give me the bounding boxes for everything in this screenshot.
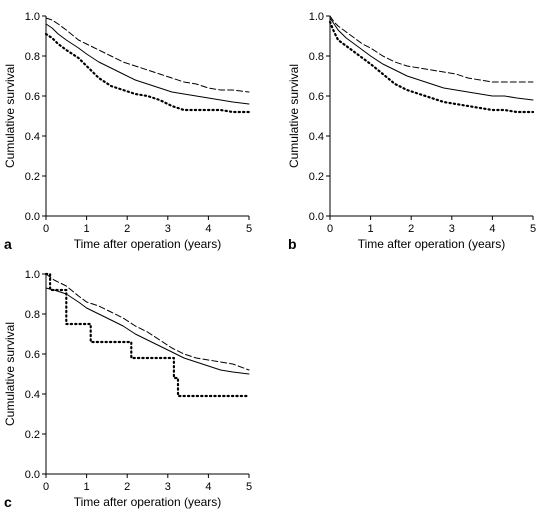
panel-label: a [4,236,12,252]
x-tick-label: 1 [84,481,90,493]
chart-panel-c: 0 1 2 3 4 5 0.0 0.2 0.4 0.6 0.8 1.0 Time after opera… [3,269,252,510]
y-axis-title: Cumulative survival [287,64,301,168]
survival-curve-dotted [44,32,251,114]
y-tick-label: 1.0 [309,11,324,23]
y-tick-label: 0.2 [25,171,40,183]
survival-curve-dotted [44,272,251,398]
y-tick-label: 0.4 [309,131,324,143]
y-tick-label: 1.0 [25,11,40,23]
x-tick-label: 5 [530,223,536,235]
survival-curve-dashed [329,15,534,83]
x-tick-label: 0 [43,223,49,235]
x-tick-label: 2 [124,223,130,235]
y-tick-label: 0.8 [309,51,324,63]
y-tick-label: 0.6 [309,91,324,103]
x-tick-label: 2 [124,481,130,493]
survival-curve-solid [45,23,250,105]
y-tick-label: 0.6 [25,349,40,361]
panel-label: c [4,494,12,510]
y-axis-title: Cumulative survival [3,322,17,426]
survival-curve-solid [45,287,250,375]
chart-panel-b: 0 1 2 3 4 5 0.0 0.2 0.4 0.6 0.8 1.0 Time after opera… [287,11,536,252]
y-axis-title: Cumulative survival [3,64,17,168]
x-tick-label: 4 [205,481,211,493]
x-axis-title: Time after operation (years) [358,237,506,251]
y-tick-label: 0.8 [25,51,40,63]
y-tick-label: 0.0 [309,211,324,223]
x-tick-label: 5 [246,223,252,235]
x-tick-label: 5 [246,481,252,493]
y-tick-label: 0.2 [309,171,324,183]
chart-panel-a: 0 1 2 3 4 5 0.0 0.2 0.4 0.6 0.8 1.0 Time after opera… [3,11,252,252]
x-tick-label: 4 [205,223,211,235]
x-tick-label: 3 [165,223,171,235]
survival-curve-solid [329,17,534,101]
y-tick-label: 0.4 [25,389,40,401]
x-tick-label: 1 [368,223,374,235]
x-tick-label: 4 [489,223,495,235]
survival-curve-dashed [45,17,250,93]
x-axis-title: Time after operation (years) [74,495,222,509]
panel-label: b [288,236,297,252]
x-axis-title: Time after operation (years) [74,237,222,251]
x-tick-label: 3 [449,223,455,235]
x-tick-label: 1 [84,223,90,235]
y-tick-label: 1.0 [25,269,40,281]
x-tick-label: 3 [165,481,171,493]
x-tick-label: 0 [43,481,49,493]
y-tick-label: 0.0 [25,469,40,481]
y-tick-label: 0.0 [25,211,40,223]
y-tick-label: 0.4 [25,131,40,143]
y-tick-label: 0.8 [25,309,40,321]
y-tick-label: 0.6 [25,91,40,103]
survival-curve-dotted [328,20,535,114]
survival-curve-dashed [45,273,250,371]
x-tick-label: 2 [408,223,414,235]
y-tick-label: 0.2 [25,429,40,441]
x-tick-label: 0 [327,223,333,235]
